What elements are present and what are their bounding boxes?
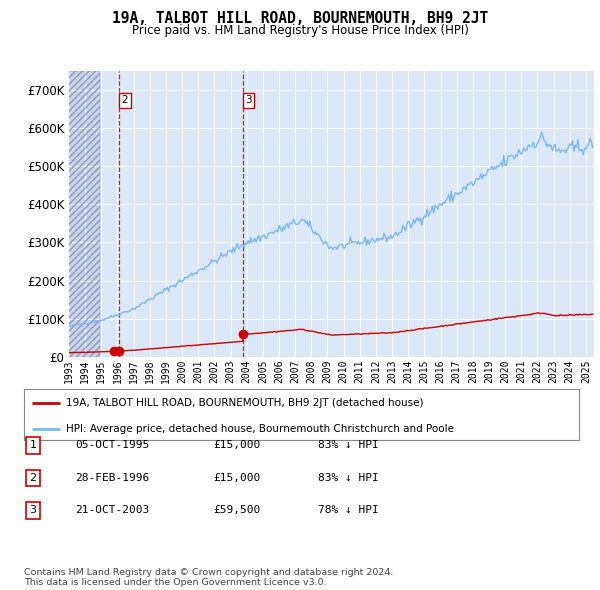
Text: 83% ↓ HPI: 83% ↓ HPI — [318, 473, 379, 483]
Text: HPI: Average price, detached house, Bournemouth Christchurch and Poole: HPI: Average price, detached house, Bour… — [65, 424, 454, 434]
Text: 05-OCT-1995: 05-OCT-1995 — [75, 441, 149, 450]
Text: Contains HM Land Registry data © Crown copyright and database right 2024.
This d: Contains HM Land Registry data © Crown c… — [24, 568, 394, 587]
Bar — [69, 71, 100, 357]
Text: 83% ↓ HPI: 83% ↓ HPI — [318, 441, 379, 450]
Text: 28-FEB-1996: 28-FEB-1996 — [75, 473, 149, 483]
Text: 3: 3 — [245, 95, 252, 105]
Text: 19A, TALBOT HILL ROAD, BOURNEMOUTH, BH9 2JT (detached house): 19A, TALBOT HILL ROAD, BOURNEMOUTH, BH9 … — [65, 398, 423, 408]
Text: 21-OCT-2003: 21-OCT-2003 — [75, 506, 149, 515]
Text: 78% ↓ HPI: 78% ↓ HPI — [318, 506, 379, 515]
Text: 1: 1 — [29, 441, 37, 450]
Text: £59,500: £59,500 — [213, 506, 260, 515]
Text: 3: 3 — [29, 506, 37, 515]
Text: 19A, TALBOT HILL ROAD, BOURNEMOUTH, BH9 2JT: 19A, TALBOT HILL ROAD, BOURNEMOUTH, BH9 … — [112, 11, 488, 25]
Text: £15,000: £15,000 — [213, 473, 260, 483]
Text: Price paid vs. HM Land Registry's House Price Index (HPI): Price paid vs. HM Land Registry's House … — [131, 24, 469, 37]
FancyBboxPatch shape — [24, 389, 579, 440]
Bar — [69, 71, 100, 357]
Text: £15,000: £15,000 — [213, 441, 260, 450]
Text: 2: 2 — [29, 473, 37, 483]
Text: 2: 2 — [121, 95, 128, 105]
